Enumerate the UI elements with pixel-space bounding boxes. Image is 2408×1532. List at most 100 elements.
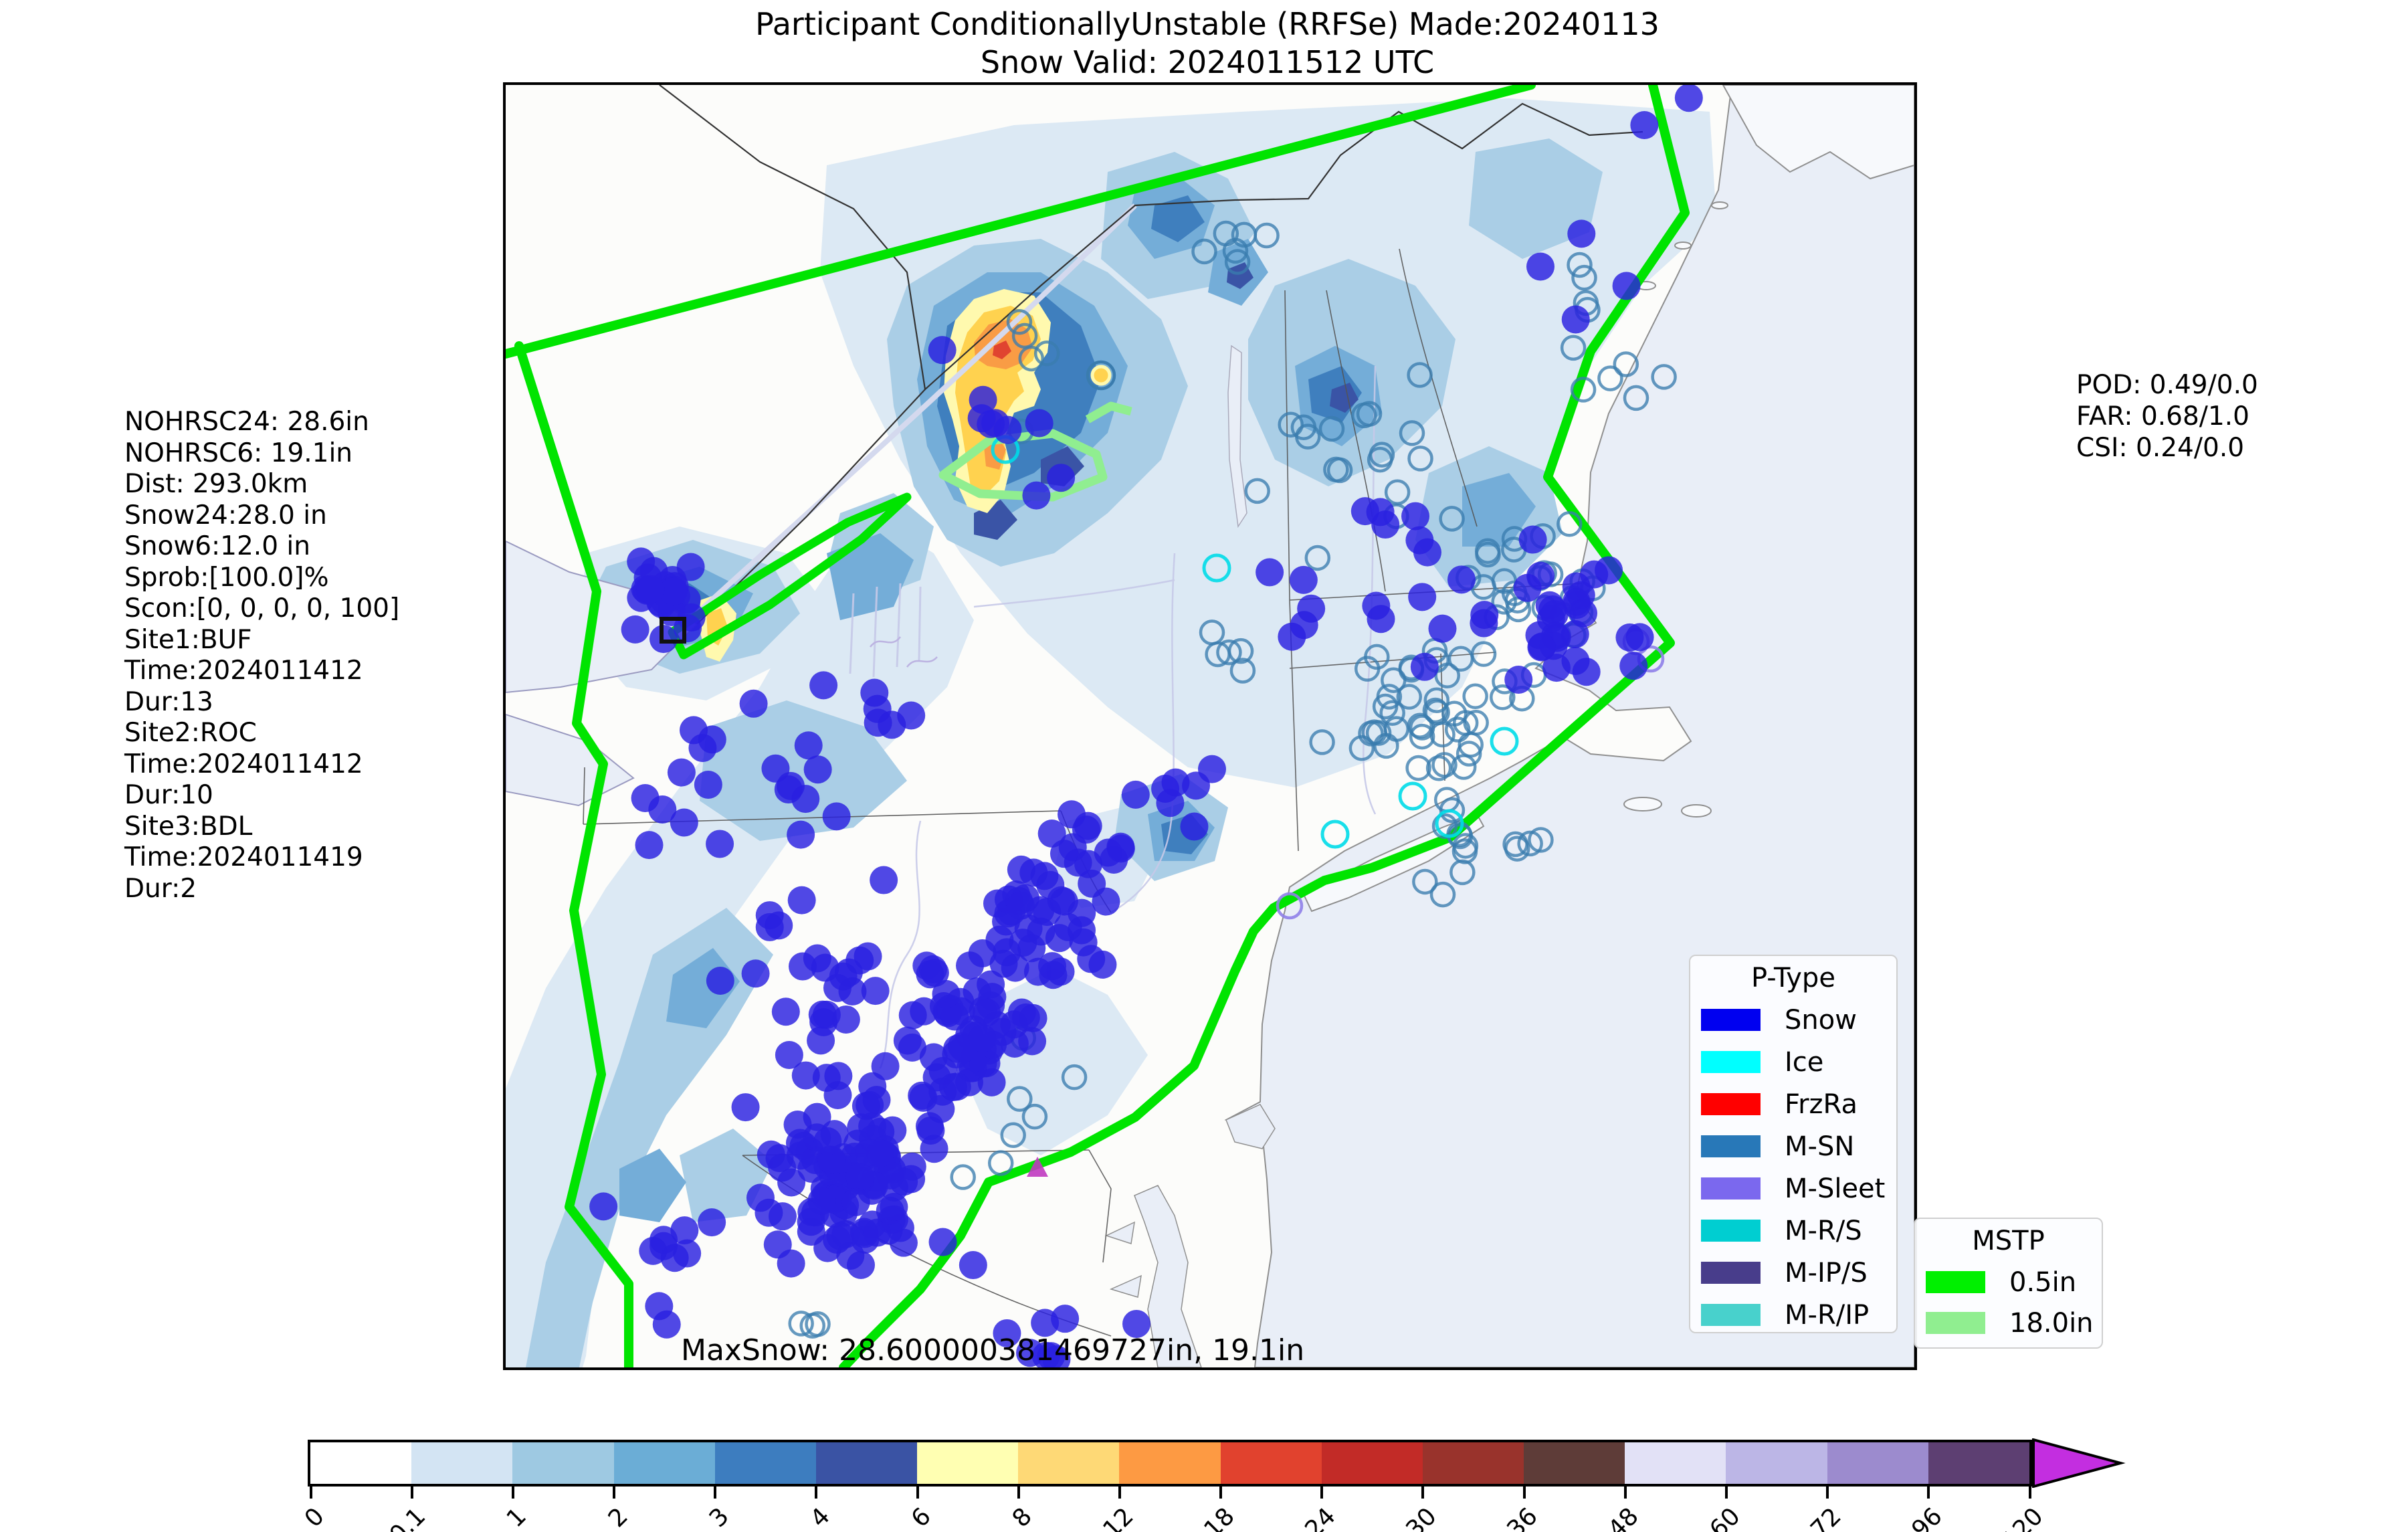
obs-msn: [1278, 411, 1304, 438]
obs-snow: [1567, 219, 1596, 248]
ptype-legend-title: P-Type: [1751, 963, 1835, 993]
obs-msn: [1007, 1086, 1033, 1112]
obs-snow: [1006, 891, 1035, 920]
obs-snow: [1045, 924, 1074, 953]
colorbar-tick: [2028, 1487, 2031, 1499]
obs-msn: [1441, 700, 1468, 727]
stat-line: Dur:2: [124, 873, 197, 904]
obs-snow: [1428, 614, 1457, 643]
obs-snow: [765, 1144, 794, 1173]
new-brunswick-land: [1722, 85, 1914, 180]
legend-color-patch: [1701, 1135, 1761, 1157]
legend-row: 18.0in: [1926, 1303, 2094, 1343]
obs-snow: [621, 615, 649, 644]
obs-snow: [1615, 623, 1644, 652]
mstp-contour-05in: [506, 85, 1690, 1367]
obs-snow: [847, 1113, 876, 1142]
obs-snow: [1401, 502, 1430, 531]
obs-snow: [1058, 833, 1087, 862]
obs-snow: [771, 997, 800, 1026]
legend-color-patch: [1701, 1304, 1761, 1326]
obs-snow: [731, 1093, 760, 1122]
obs-snow: [940, 1002, 969, 1031]
obs-snow: [878, 1116, 907, 1145]
stat-line: Snow6:12.0 in: [124, 531, 310, 561]
obs-msn: [1409, 723, 1435, 750]
obs-msn: [1570, 377, 1597, 403]
obs-ice: [1435, 809, 1464, 838]
obs-msn: [1504, 836, 1530, 862]
obs-msn: [1309, 729, 1335, 755]
obs-snow: [1447, 565, 1476, 594]
colorbar-tick: [511, 1487, 514, 1499]
obs-snow: [635, 831, 664, 860]
obs-snow: [1526, 561, 1555, 590]
stat-line: Scon:[0, 0, 0, 0, 100]: [124, 593, 400, 624]
plot-title-line2: Snow Valid: 2024011512 UTC: [980, 44, 1435, 80]
obs-msn: [1458, 732, 1484, 758]
colorbar-segment: [714, 1442, 816, 1484]
colorbar-tick-label: 120: [1997, 1503, 2049, 1532]
obs-snow: [659, 577, 688, 606]
obs-snow: [1047, 464, 1076, 492]
obs-snow: [698, 725, 726, 754]
obs-snow: [1518, 525, 1547, 554]
obs-snow: [1297, 594, 1326, 623]
colorbar-tick: [1826, 1487, 1829, 1499]
ptype-legend: P-Type Snow Ice FrzRa M-SN M-Sleet M-R/S M-IP/…: [1689, 955, 1898, 1333]
obs-snow: [851, 1092, 880, 1121]
legend-row: M-R/S: [1701, 1210, 1886, 1252]
colorbar-segment: [1119, 1442, 1221, 1484]
obs-snow: [794, 731, 823, 760]
colorbar-tick: [1320, 1487, 1324, 1499]
plot-title-line1: Participant ConditionallyUnstable (RRFSe…: [755, 6, 1660, 42]
obs-snow: [1151, 774, 1180, 803]
obs-ice: [1202, 553, 1231, 583]
obs-snow: [977, 970, 1005, 999]
obs-snow: [1630, 110, 1659, 139]
legend-color-patch: [1701, 1177, 1761, 1200]
obs-snow: [1674, 85, 1703, 112]
obs-msn: [1018, 345, 1045, 372]
obs-snow: [878, 710, 906, 739]
obs-msn: [1434, 662, 1460, 689]
obs-msn: [1396, 684, 1423, 710]
obs-msn: [1348, 735, 1375, 761]
obs-snow: [648, 795, 677, 824]
obs-snow: [922, 1063, 951, 1092]
obs-msn: [1011, 322, 1038, 349]
colorbar-tick: [714, 1487, 717, 1499]
obs-snow: [787, 886, 816, 915]
snowfall-colorbar: 0 0.1 1 2 3 4 6 8 12 18 24 30 36 48 60 72 96 120: [300, 1438, 2154, 1532]
obs-snow: [809, 671, 838, 700]
obs-snow: [1180, 812, 1209, 841]
obs-msn: [1462, 683, 1488, 710]
obs-snow: [803, 755, 832, 784]
obs-snow: [1278, 622, 1306, 651]
colorbar-tick: [410, 1487, 413, 1499]
obs-snow: [910, 997, 938, 1026]
obs-snow: [993, 1319, 1021, 1347]
obs-msn: [1379, 700, 1405, 727]
legend-label: 0.5in: [2009, 1266, 2077, 1298]
obs-snow: [1350, 497, 1379, 526]
obs-snow: [847, 1250, 876, 1279]
colorbar-tick-label: 60: [1704, 1503, 1746, 1532]
colorbar-tick-label: 24: [1300, 1503, 1341, 1532]
obs-snow: [959, 1251, 987, 1280]
obs-msn: [1318, 415, 1345, 442]
obs-snow: [1540, 600, 1569, 629]
obs-snow: [1595, 556, 1623, 585]
obs-msn: [1571, 264, 1597, 291]
obs-snow: [776, 771, 805, 800]
obs-msn: [1560, 334, 1587, 361]
colorbar-tick: [1118, 1487, 1121, 1499]
stat-line: Time:2024011412: [124, 656, 363, 686]
delaware-bay: [1225, 1104, 1276, 1149]
legend-label: 18.0in: [2009, 1307, 2094, 1339]
colorbar-tick-label: 2: [603, 1503, 633, 1532]
legend-color-patch: [1701, 1009, 1761, 1031]
colorbar-tick-label: 0: [299, 1503, 330, 1532]
obs-snow: [1051, 1305, 1080, 1333]
